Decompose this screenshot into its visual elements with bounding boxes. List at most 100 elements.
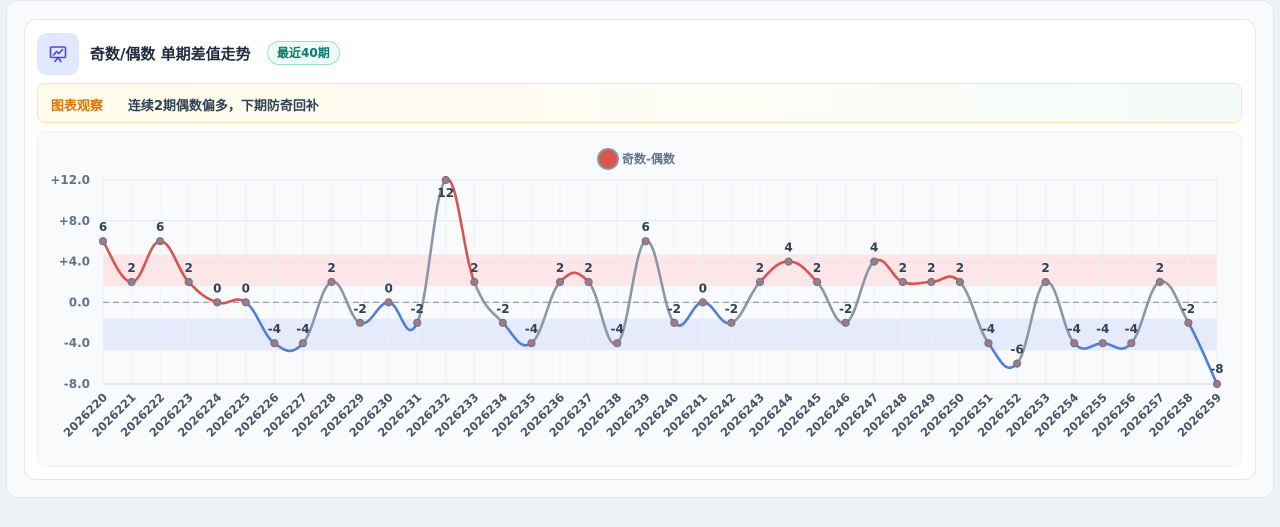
data-point (270, 339, 279, 348)
data-point (527, 339, 536, 348)
legend-label: 奇数-偶数 (622, 151, 676, 166)
data-point (841, 318, 850, 327)
data-label: 2 (899, 261, 907, 275)
data-point (355, 318, 365, 327)
data-point (813, 277, 822, 287)
y-tick-label: 0.0 (69, 295, 90, 309)
data-label: -4 (1068, 322, 1081, 336)
data-label: -4 (610, 322, 623, 336)
data-point (498, 318, 507, 327)
data-point (1070, 339, 1079, 348)
chart-presentation-icon (37, 33, 79, 75)
data-label: 2 (127, 261, 135, 275)
data-point (1012, 359, 1022, 368)
data-point (470, 277, 479, 287)
data-point (156, 237, 165, 246)
data-point (898, 277, 907, 287)
period-badge: 最近40期 (267, 41, 340, 65)
data-label: 2 (556, 261, 564, 275)
data-label: 2 (327, 261, 335, 275)
legend-marker (597, 148, 619, 170)
data-point (1212, 379, 1222, 389)
data-point (384, 298, 393, 307)
data-point (327, 277, 336, 287)
data-label: -8 (1210, 362, 1223, 376)
data-label: 2 (1156, 261, 1164, 275)
y-tick-label: -4.0 (64, 336, 90, 350)
y-tick-label: +4.0 (59, 255, 90, 269)
data-point (298, 339, 308, 348)
data-label: 2 (185, 261, 193, 275)
data-label: -4 (525, 322, 538, 336)
series-line-segment (1015, 280, 1047, 365)
series-line-segment (958, 280, 990, 345)
data-point (184, 277, 193, 287)
data-point (727, 318, 736, 327)
data-label: -4 (1125, 322, 1138, 336)
data-point (1184, 318, 1193, 327)
data-label: -4 (1096, 322, 1109, 336)
page-title: 奇数/偶数 单期差值走势 (90, 45, 251, 63)
data-label: -4 (982, 322, 995, 336)
data-label: -4 (296, 322, 309, 336)
data-point (213, 298, 222, 307)
data-label: -2 (668, 302, 681, 316)
data-label: 4 (870, 241, 878, 255)
series-line-segment (530, 280, 562, 345)
data-point (413, 318, 422, 327)
data-label: -2 (353, 302, 366, 316)
data-label: -2 (1182, 302, 1195, 316)
y-tick-label: +12.0 (50, 173, 90, 187)
data-point (1098, 339, 1107, 348)
y-tick-label: +8.0 (59, 214, 90, 228)
data-label: 4 (784, 241, 792, 255)
data-label: 2 (927, 261, 935, 275)
series-line-segment (615, 239, 648, 345)
data-label: 2 (756, 261, 764, 275)
data-point (613, 339, 622, 348)
data-point (1127, 339, 1136, 348)
data-label: -2 (411, 302, 424, 316)
data-point (98, 237, 108, 246)
data-label: 2 (813, 261, 821, 275)
data-label: 6 (642, 220, 650, 234)
data-label: -2 (839, 302, 852, 316)
series-line-segment (415, 178, 448, 325)
data-point (927, 277, 936, 287)
data-label: 6 (99, 220, 107, 234)
data-point (984, 339, 993, 348)
y-tick-label: -8.0 (64, 377, 90, 391)
data-label: 0 (384, 281, 392, 295)
data-label: 6 (156, 220, 164, 234)
data-label: 0 (213, 281, 221, 295)
data-point (670, 318, 679, 327)
data-point (1041, 277, 1050, 287)
data-point (698, 298, 707, 307)
data-point (555, 277, 565, 287)
data-label: 0 (242, 281, 250, 295)
data-point (755, 277, 765, 287)
data-label: -2 (725, 302, 738, 316)
data-point (241, 298, 250, 307)
data-point (127, 277, 136, 287)
data-label: 2 (956, 261, 964, 275)
insight-banner: 图表观察 连续2期偶数偏多，下期防奇回补 (37, 83, 1242, 123)
data-point (641, 237, 650, 246)
data-label: 2 (1041, 261, 1049, 275)
data-label: 0 (699, 281, 707, 295)
data-label: -6 (1010, 343, 1023, 357)
data-label: -2 (496, 302, 509, 316)
data-point (955, 277, 965, 287)
data-label: 2 (584, 261, 592, 275)
insight-label: 图表观察 (51, 99, 104, 114)
data-label: 12 (437, 186, 454, 200)
data-point (1155, 277, 1164, 287)
data-label: -4 (268, 322, 281, 336)
data-point (441, 175, 450, 185)
insight-text: 连续2期偶数偏多，下期防奇回补 (128, 99, 320, 114)
data-point (870, 257, 879, 266)
data-point (584, 277, 593, 287)
data-label: 2 (470, 261, 478, 275)
series-line-segment (1187, 321, 1219, 386)
